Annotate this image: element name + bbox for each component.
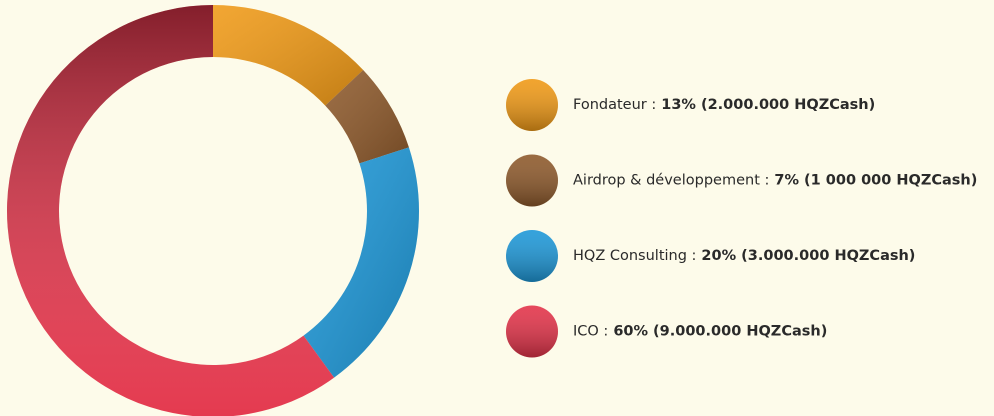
legend-label: ICO : (573, 324, 608, 340)
legend-detail: (9.000.000 HQZCash) (653, 324, 827, 340)
legend-swatch-shade (506, 79, 558, 131)
legend-swatch-shade (506, 154, 558, 207)
legend-label: Airdrop & développement : (573, 173, 769, 189)
legend-value: 20% (701, 248, 736, 264)
legend-swatch-shade (506, 230, 558, 282)
legend-value: 13% (661, 97, 696, 113)
legend-swatch-shade (506, 305, 558, 358)
legend-entry: HQZ Consulting : 20% (3.000.000 HQZCash) (573, 248, 915, 264)
legend-value: 60% (613, 324, 648, 340)
slice-shade (303, 147, 419, 378)
legend-detail: (2.000.000 HQZCash) (701, 97, 875, 113)
legend-entry: Fondateur : 13% (2.000.000 HQZCash) (573, 97, 875, 113)
slice-shade (7, 5, 335, 416)
legend-label: Fondateur : (573, 97, 656, 113)
legend-label: HQZ Consulting : (573, 248, 696, 264)
legend-detail: (1 000 000 HQZCash) (804, 173, 977, 189)
legend-detail: (3.000.000 HQZCash) (741, 248, 915, 264)
slice-shade (325, 69, 409, 164)
legend-entry: ICO : 60% (9.000.000 HQZCash) (573, 324, 827, 340)
slice-shade (213, 5, 364, 106)
legend-entry: Airdrop & développement : 7% (1 000 000 HQ… (573, 173, 977, 189)
legend-value: 7% (774, 173, 799, 189)
